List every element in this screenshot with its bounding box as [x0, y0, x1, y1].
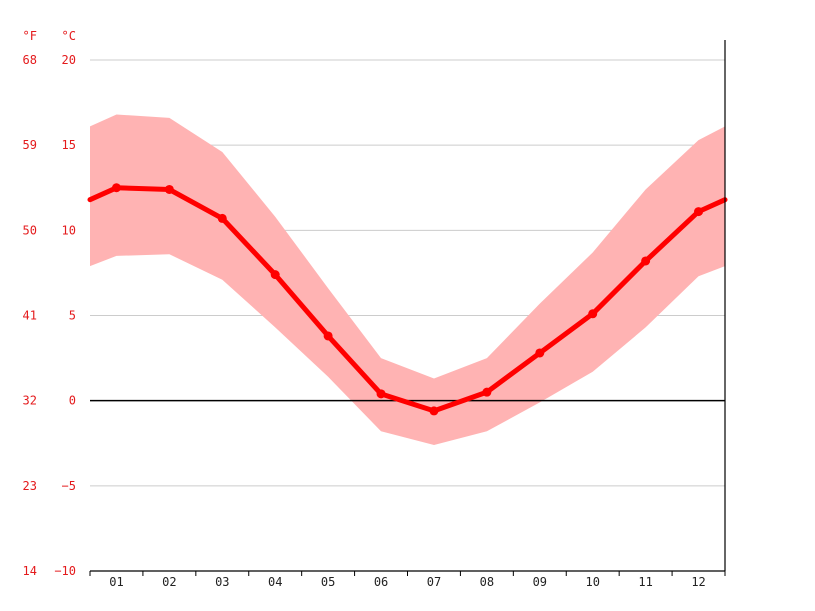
x-tick-label-03: 03 — [215, 575, 229, 589]
y-tick-label-f-3: 41 — [23, 309, 37, 323]
y-tick-label-f-4: 32 — [23, 394, 37, 408]
y-tick-label-f-2: 50 — [23, 223, 37, 237]
x-tick-label-07: 07 — [427, 575, 441, 589]
data-point-01 — [111, 183, 121, 193]
y-tick-label-c-6: −10 — [54, 564, 76, 578]
y-tick-label-f-6: 14 — [23, 564, 37, 578]
mean-temperature-line — [87, 185, 728, 414]
x-tick-label-01: 01 — [109, 575, 123, 589]
data-point-04 — [270, 270, 280, 280]
x-tick-label-04: 04 — [268, 575, 282, 589]
y-tick-label-c-0: 20 — [62, 53, 76, 67]
axes — [89, 40, 726, 576]
data-point-02 — [164, 184, 174, 194]
data-point-08 — [482, 387, 492, 397]
x-axis-labels: 01 02 03 04 05 06 07 08 09 10 11 12 — [109, 575, 706, 589]
data-point-10 — [588, 309, 598, 319]
range-band — [90, 114, 725, 445]
celsius-unit-label: °C — [62, 29, 76, 43]
x-tick-label-06: 06 — [374, 575, 388, 589]
data-point-11 — [641, 256, 651, 266]
x-tick-label-11: 11 — [638, 575, 652, 589]
data-point-12 — [694, 207, 704, 217]
y-tick-label-c-2: 10 — [62, 223, 76, 237]
data-point-09 — [535, 348, 545, 358]
data-point-03 — [217, 213, 227, 223]
x-tick-label-09: 09 — [533, 575, 547, 589]
y-tick-label-c-3: 5 — [69, 309, 76, 323]
x-tick-label-02: 02 — [162, 575, 176, 589]
x-tick-label-10: 10 — [585, 575, 599, 589]
y-tick-label-f-5: 23 — [23, 479, 37, 493]
mean-series — [87, 183, 728, 416]
y-tick-label-c-1: 15 — [62, 138, 76, 152]
x-tick-label-08: 08 — [480, 575, 494, 589]
y-axis-labels: 68 20 59 15 50 10 41 5 32 0 23 −5 14 −10 — [23, 53, 76, 578]
data-point-06 — [376, 389, 386, 399]
x-tick-label-05: 05 — [321, 575, 335, 589]
min-max-band — [90, 114, 725, 445]
data-point-05 — [323, 331, 333, 341]
y-tick-label-c-5: −5 — [62, 479, 76, 493]
x-tick-label-12: 12 — [691, 575, 705, 589]
fahrenheit-unit-label: °F — [23, 29, 37, 43]
data-point-07 — [429, 406, 439, 416]
y-tick-label-f-0: 68 — [23, 53, 37, 67]
y-tick-label-c-4: 0 — [69, 394, 76, 408]
y-tick-label-f-1: 59 — [23, 138, 37, 152]
